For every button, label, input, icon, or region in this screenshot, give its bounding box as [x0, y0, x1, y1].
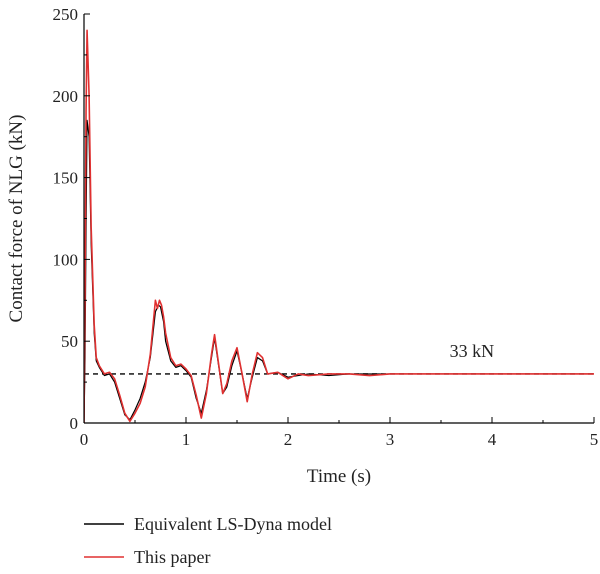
- x-tick-label: 1: [182, 430, 191, 449]
- y-tick-label: 150: [53, 169, 79, 188]
- x-tick-label: 3: [386, 430, 395, 449]
- series-line-ls-dyna: [84, 119, 594, 423]
- annotation-33kn: 33 kN: [450, 341, 495, 361]
- y-tick-label: 250: [53, 5, 79, 24]
- x-tick-label: 2: [284, 430, 293, 449]
- plot-area: [84, 29, 594, 423]
- y-axis-title: Contact force of NLG (kN): [6, 115, 27, 323]
- y-tick-label: 0: [70, 414, 79, 433]
- y-tick-label: 100: [53, 250, 79, 269]
- legend-label-ls-dyna: Equivalent LS-Dyna model: [134, 514, 332, 534]
- y-tick-label: 50: [61, 332, 78, 351]
- x-axis-title: Time (s): [307, 466, 371, 487]
- legend: Equivalent LS-Dyna model This paper: [84, 514, 332, 567]
- series-line-this-paper: [84, 29, 594, 423]
- x-tick-label: 4: [488, 430, 497, 449]
- legend-label-this-paper: This paper: [134, 547, 210, 567]
- x-tick-label: 5: [590, 430, 599, 449]
- y-tick-label: 200: [53, 87, 79, 106]
- x-tick-label: 0: [80, 430, 89, 449]
